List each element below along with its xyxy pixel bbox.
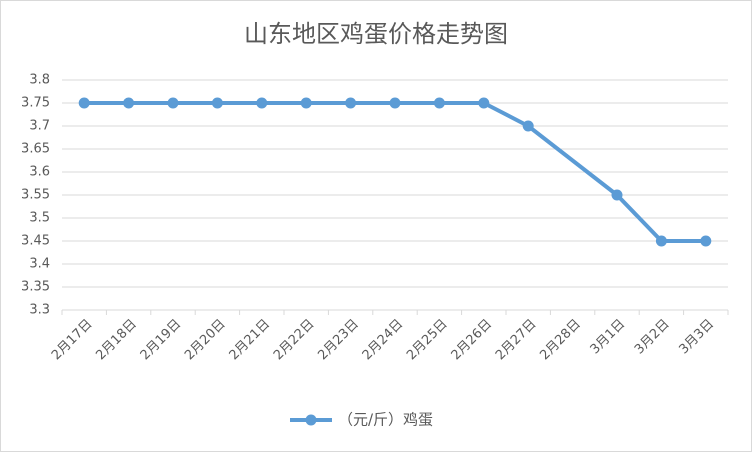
point (655, 235, 667, 247)
y-tick-label: 3.75 (21, 96, 50, 111)
point (700, 235, 712, 247)
y-tick-label: 3.35 (21, 280, 50, 295)
point (211, 97, 223, 109)
point (522, 120, 534, 132)
y-tick-label: 3.8 (29, 73, 50, 88)
y-tick-label: 3.7 (29, 119, 50, 134)
y-tick-label: 3.6 (29, 165, 50, 180)
y-tick-label: 3.5 (29, 211, 50, 226)
point (123, 97, 135, 109)
chart-title: 山东地区鸡蛋价格走势图 (244, 20, 508, 48)
y-tick-label: 3.4 (29, 257, 50, 272)
point (167, 97, 179, 109)
point (478, 97, 490, 109)
line (84, 101, 706, 243)
point (345, 97, 357, 109)
legend-label: （元/斤）鸡蛋 (338, 411, 433, 429)
point (300, 97, 312, 109)
y-tick-label: 3.65 (21, 142, 50, 157)
point (78, 97, 90, 109)
y-tick-label: 3.3 (29, 303, 50, 318)
legend-marker (305, 414, 317, 426)
point (389, 97, 401, 109)
y-tick-label: 3.55 (21, 188, 50, 203)
y-tick-label: 3.45 (21, 234, 50, 249)
point (611, 189, 623, 201)
point (433, 97, 445, 109)
point (256, 97, 268, 109)
